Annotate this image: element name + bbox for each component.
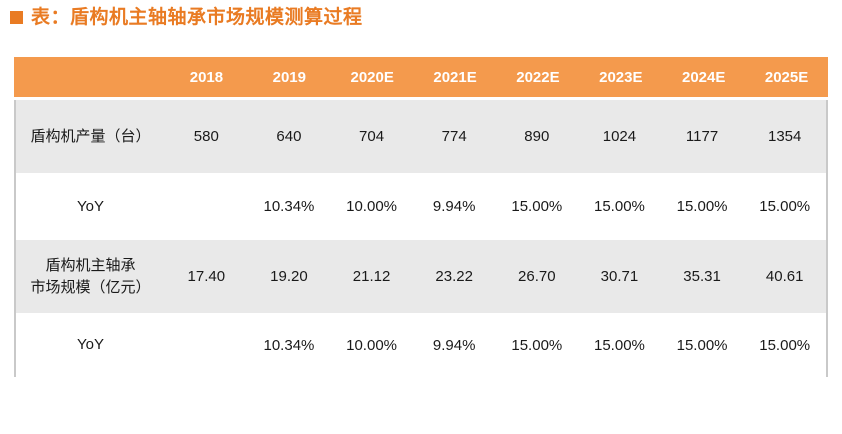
- table-cell: 9.94%: [432, 336, 476, 354]
- table-cell: 15.00%: [759, 336, 811, 354]
- table-header-cell-year: 2024E: [682, 68, 726, 86]
- table-header-cell-year: 2019: [272, 68, 306, 86]
- row-label: 盾构机主轴承 市场规模（亿元）: [16, 255, 165, 299]
- table-cell: 35.31: [683, 268, 721, 285]
- table-row: 盾构机主轴承 市场规模（亿元） 17.40 19.20 21.12 23.22 26.70 3…: [16, 240, 826, 313]
- table-cell: 15.00%: [594, 198, 645, 215]
- table-cell: 1024: [602, 128, 637, 145]
- table-cell: 704: [359, 128, 385, 145]
- data-table: 2018 2019 2020E 2021E 2022E 2023E 2024E 2025E 盾…: [14, 57, 828, 377]
- row-label: YoY: [16, 334, 165, 356]
- table-header-cell-year: 2023E: [599, 68, 643, 86]
- table-cell: 10.00%: [346, 336, 397, 354]
- row-label-line: 市场规模（亿元）: [30, 278, 151, 296]
- table-cell: 15.00%: [511, 198, 563, 215]
- row-label: YoY: [16, 196, 165, 218]
- table-cell: 10.00%: [346, 198, 397, 215]
- table-header-cell-year: 2021E: [433, 68, 477, 86]
- table-cell: 15.00%: [594, 336, 645, 354]
- table-body: 盾构机产量（台） 580 640 704 774 890 1024 1177 1354 YoY 10…: [14, 100, 828, 377]
- table-cell: 15.00%: [676, 198, 728, 215]
- table-cell: 26.70: [518, 268, 556, 285]
- table-header-row: 2018 2019 2020E 2021E 2022E 2023E 2024E 2025E: [14, 57, 828, 97]
- table-cell: 21.12: [352, 268, 391, 285]
- table-cell: 15.00%: [759, 198, 811, 215]
- table-cell: 890: [524, 128, 550, 145]
- orange-square-icon: [10, 11, 23, 24]
- table-cell: 774: [441, 128, 467, 145]
- row-label: 盾构机产量（台）: [16, 126, 165, 148]
- table-cell: 15.00%: [511, 336, 563, 354]
- table-cell: 1354: [768, 128, 802, 145]
- table-header-cell-year: 2020E: [350, 68, 394, 86]
- row-label-line: 盾构机产量（台）: [30, 127, 151, 145]
- row-label-line: YoY: [77, 197, 104, 215]
- table-header-cell-year: 2022E: [516, 68, 560, 86]
- table-cell: 30.71: [600, 268, 639, 285]
- table-row: YoY 10.34% 10.00% 9.94% 15.00% 15.00% 15.00% 15…: [16, 173, 826, 240]
- table-cell: 9.94%: [432, 198, 476, 215]
- table-cell: 17.40: [187, 268, 226, 285]
- table-cell: 640: [276, 128, 302, 145]
- table-cell: 10.34%: [263, 336, 315, 354]
- table-cell: 23.22: [435, 268, 473, 285]
- table-row: 盾构机产量（台） 580 640 704 774 890 1024 1177 1354: [16, 100, 826, 173]
- table-cell: 1177: [685, 128, 719, 145]
- table-header-cell-year: 2018: [189, 68, 224, 86]
- table-cell: 19.20: [270, 268, 308, 285]
- row-label-line: YoY: [77, 336, 104, 354]
- table-cell: 580: [193, 128, 219, 145]
- table-row: YoY 10.34% 10.00% 9.94% 15.00% 15.00% 15.00% 15…: [16, 313, 826, 377]
- row-label-line: 盾构机主轴承: [45, 256, 136, 274]
- table-cell: 40.61: [765, 268, 804, 285]
- table-title: 表：盾构机主轴轴承市场规模测算过程: [31, 7, 363, 28]
- table-title-block: 表：盾构机主轴轴承市场规模测算过程: [10, 7, 363, 29]
- table-header-cell-year: 2025E: [764, 68, 809, 86]
- table-cell: 15.00%: [676, 336, 728, 354]
- table-cell: 10.34%: [263, 198, 315, 215]
